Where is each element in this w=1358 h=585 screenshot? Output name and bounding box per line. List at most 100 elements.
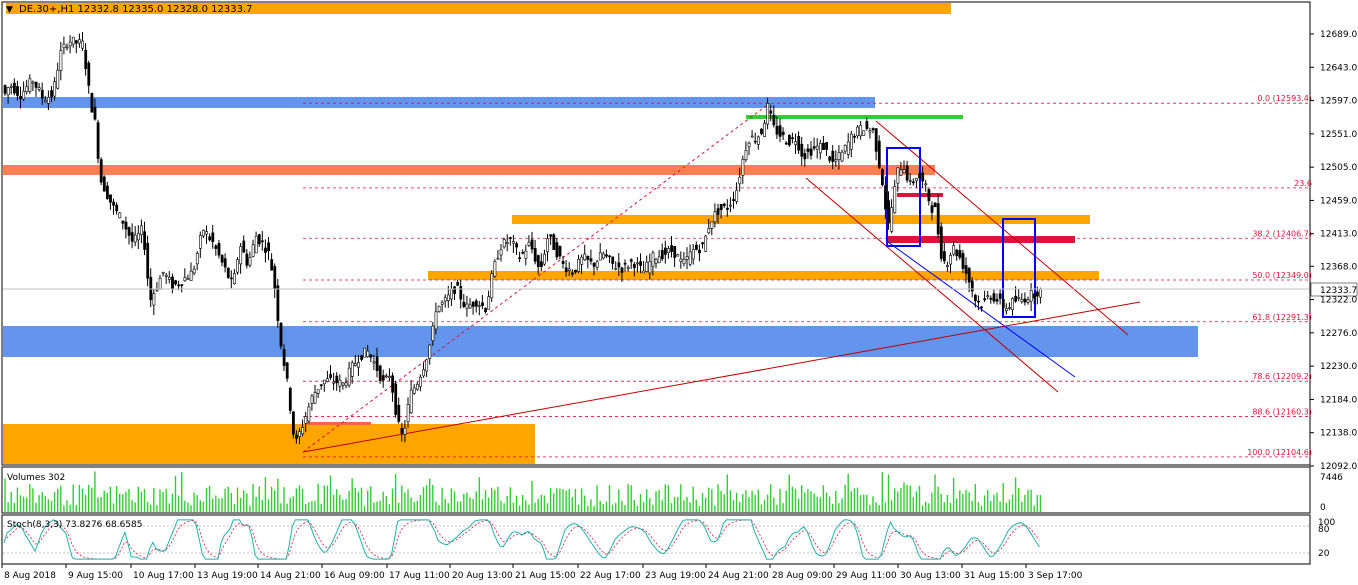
candle-body (952, 245, 956, 255)
price-axis-label: 12459.0 (1320, 196, 1357, 206)
candle-body (856, 126, 860, 137)
candle-body (791, 137, 794, 139)
candle-body (698, 249, 701, 254)
candle-body (490, 273, 494, 299)
fib-level-label: 88.6 (12160.3) (1252, 408, 1312, 417)
candle-body (403, 427, 407, 435)
main-chart-frame (1, 1, 1311, 466)
candle-body (670, 245, 674, 252)
candle-body (223, 258, 227, 268)
candle-body (338, 379, 342, 387)
candle-body (388, 376, 391, 378)
candle-body (1039, 288, 1042, 298)
candle-body (921, 172, 925, 182)
price-axis-label: 12276.0 (1320, 329, 1357, 339)
crimson-level-bar[interactable] (888, 236, 1075, 243)
candle-body (701, 242, 705, 245)
candle-body (276, 285, 280, 321)
candle-body (756, 136, 760, 145)
candle-body (130, 232, 134, 242)
fib-diagonal-line[interactable] (302, 102, 771, 453)
candle-body (295, 434, 298, 439)
candle-body (446, 294, 450, 301)
candle-body (406, 404, 410, 423)
candle-body (908, 180, 912, 182)
candle-body (902, 169, 906, 173)
candle-body (440, 301, 444, 305)
candle-body (694, 244, 698, 250)
candle-body (933, 202, 937, 208)
candle-body (199, 235, 202, 249)
orange-zone-upper[interactable] (512, 215, 1090, 224)
time-axis-label: 3 Sep 17:00 (1028, 571, 1083, 581)
candle-body (87, 62, 91, 86)
candle-body (592, 262, 596, 267)
candle-body (37, 87, 41, 90)
candle-body (546, 238, 550, 253)
candle-body (412, 387, 416, 394)
price-axis: 12689.0 12643.0 12597.0 12551.0 12505.0 12459… (1310, 30, 1357, 472)
trendlines-layer (302, 102, 1141, 453)
candle-body (704, 235, 708, 252)
candle-body (211, 232, 215, 242)
stoch-signal-line (3, 519, 1040, 560)
candle-body (713, 211, 717, 223)
candle-body (164, 274, 168, 277)
time-axis: 8 Aug 2018 9 Aug 15:00 10 Aug 17:00 13 Aug … (1, 564, 1083, 581)
green-level-line[interactable] (746, 115, 963, 119)
candle-body (763, 122, 767, 137)
menu-triangle-icon[interactable]: ▼ (6, 5, 13, 15)
channel-lower-line[interactable] (805, 177, 1059, 393)
price-axis-label: 12643.0 (1320, 63, 1357, 73)
candle-body (372, 361, 376, 364)
blue-box-1[interactable] (886, 147, 921, 247)
candle-body (936, 203, 940, 235)
top-orange-zone[interactable] (6, 3, 951, 14)
candle-body (871, 128, 875, 131)
candle-body (118, 212, 122, 219)
candle-body (109, 194, 112, 203)
candle-body (384, 375, 388, 378)
candle-body (369, 354, 373, 358)
ascending-trendline[interactable] (302, 301, 1141, 453)
candle-body (90, 93, 94, 113)
orange-zone-lower[interactable] (428, 271, 1099, 280)
candle-body (254, 235, 258, 254)
candle-body (496, 257, 500, 260)
red-level-short[interactable] (307, 422, 371, 425)
candle-body (893, 186, 897, 214)
candle-body (682, 259, 686, 265)
price-axis-label: 12184.0 (1320, 395, 1357, 405)
time-axis-label: 30 Aug 13:00 (900, 571, 961, 581)
time-axis-label: 20 Aug 13:00 (452, 571, 513, 581)
candle-body (831, 150, 835, 162)
candle-body (1026, 299, 1030, 303)
candle-body (515, 243, 519, 248)
time-axis-label: 14 Aug 21:00 (260, 571, 321, 581)
current-price-box (1310, 282, 1358, 297)
candle-body (766, 103, 770, 125)
candle-body (195, 253, 199, 265)
candle-body (453, 286, 457, 294)
bottom-orange-zone[interactable] (3, 424, 535, 464)
candle-body (837, 152, 841, 160)
candle-body (651, 252, 655, 267)
candle-body (570, 272, 574, 275)
fibonacci-retracement[interactable]: 0.0 (12593.4) 23.6 38.2 (12406.7) 50.0 (123… (303, 94, 1312, 458)
blue-box-2[interactable] (1002, 218, 1036, 318)
candle-body (983, 298, 987, 301)
candle-body (183, 277, 187, 282)
candle-body (915, 178, 918, 182)
fib-level-label: 23.6 (1294, 179, 1312, 188)
salmon-zone[interactable] (3, 165, 935, 175)
blue-support-zone[interactable] (3, 326, 1198, 357)
candle-body (425, 359, 429, 372)
blue-resistance-zone[interactable] (3, 97, 875, 108)
candle-body (707, 228, 711, 234)
candle-body (189, 270, 193, 281)
time-axis-label: 21 Aug 15:00 (515, 571, 576, 581)
fib-level-label: 38.2 (12406.7) (1252, 229, 1312, 238)
candle-body (84, 49, 88, 69)
candle-body (236, 259, 240, 273)
candle-body (989, 297, 993, 300)
